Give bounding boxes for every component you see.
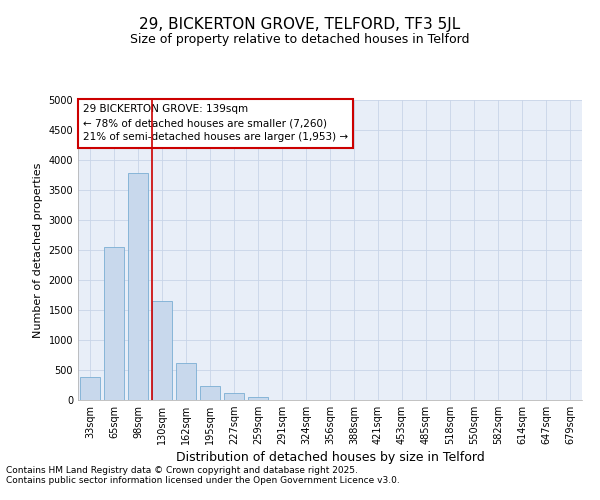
Text: 29, BICKERTON GROVE, TELFORD, TF3 5JL: 29, BICKERTON GROVE, TELFORD, TF3 5JL [139,18,461,32]
Bar [200,386,220,400]
Bar [248,397,268,400]
Text: 29 BICKERTON GROVE: 139sqm
← 78% of detached houses are smaller (7,260)
21% of s: 29 BICKERTON GROVE: 139sqm ← 78% of deta… [83,104,348,142]
Bar [152,301,172,400]
Bar [128,173,148,400]
Text: Contains HM Land Registry data © Crown copyright and database right 2025.
Contai: Contains HM Land Registry data © Crown c… [6,466,400,485]
Bar [224,394,244,400]
X-axis label: Distribution of detached houses by size in Telford: Distribution of detached houses by size … [176,452,484,464]
Bar [80,377,100,400]
Bar [176,363,196,400]
Bar [104,247,124,400]
Y-axis label: Number of detached properties: Number of detached properties [33,162,43,338]
Text: Size of property relative to detached houses in Telford: Size of property relative to detached ho… [130,32,470,46]
